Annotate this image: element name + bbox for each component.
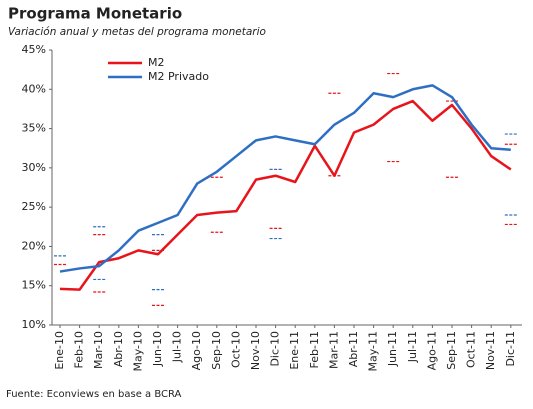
y-tick-label: 45% — [22, 43, 46, 56]
x-tick-label: Jul-10 — [171, 331, 184, 363]
y-tick-label: 40% — [22, 82, 46, 95]
x-tick-label: Nov-11 — [484, 331, 497, 370]
y-tick-label: 25% — [22, 200, 46, 213]
x-tick-label: Mar-10 — [92, 331, 105, 369]
x-tick-label: Mar-11 — [327, 331, 340, 369]
x-tick-label: Jun-11 — [386, 331, 399, 367]
x-tick-label: Ago-11 — [425, 331, 438, 370]
legend-label: M2 — [148, 56, 165, 69]
series-line — [59, 99, 512, 291]
x-tick-label: Dic-10 — [269, 331, 282, 367]
chart-subtitle: Variación anual y metas del programa mon… — [8, 26, 266, 38]
y-tick-label: 10% — [22, 318, 46, 331]
x-tick-label: Ene-10 — [53, 331, 66, 370]
x-tick-label: Oct-11 — [465, 331, 478, 368]
x-tick-label: Sep-10 — [210, 331, 223, 370]
x-tick-label: Jun-10 — [151, 331, 164, 367]
y-tick-label: 35% — [22, 122, 46, 135]
legend-label: M2 Privado — [148, 70, 209, 83]
y-tick-label: 20% — [22, 239, 46, 252]
x-tick-label: Ago-10 — [190, 331, 203, 370]
source: Fuente: Econviews en base a BCRA — [6, 389, 182, 400]
chart-title: Programa Monetario — [8, 5, 182, 23]
y-tick-label: 15% — [22, 279, 46, 292]
x-tick-label: Ene-11 — [288, 331, 301, 370]
x-tick-label: Dic-11 — [504, 331, 517, 367]
x-tick-label: Feb-11 — [308, 331, 321, 368]
x-tick-label: May-11 — [367, 331, 380, 372]
x-tick-label: Sep-11 — [445, 331, 458, 370]
x-tick-label: Abr-10 — [112, 331, 125, 367]
x-tick-label: Jul-11 — [406, 331, 419, 363]
x-tick-label: Feb-10 — [73, 331, 86, 368]
x-tick-label: Nov-10 — [249, 331, 262, 370]
x-tick-label: Abr-11 — [347, 331, 360, 367]
y-tick-label: 30% — [22, 161, 46, 174]
x-tick-label: May-10 — [131, 331, 144, 372]
x-tick-label: Oct-10 — [229, 331, 242, 368]
series-line — [59, 84, 511, 273]
